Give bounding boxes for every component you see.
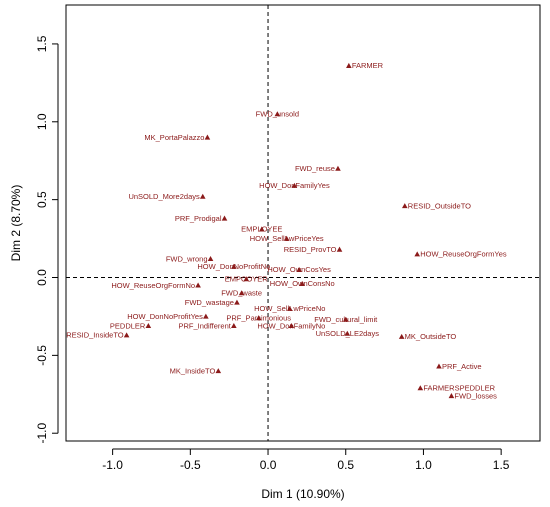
point-marker [259,226,265,232]
point-label: MK_PortaPalazzo [144,133,204,142]
point-marker [299,280,306,286]
point-label: EMPLOYEE [241,225,282,234]
point-marker [296,266,302,272]
point-label: HOW_DonFamilyYes [259,181,330,190]
point-marker [204,134,211,140]
y-tick-label: 1.5 [35,35,49,52]
y-tick-label: 1.0 [35,113,49,130]
point-label: FWD_unsold [256,110,299,119]
point-marker [414,251,421,257]
point-label: RESID_OutsideTO [408,201,471,210]
point-marker [238,290,245,296]
point-marker [145,322,152,329]
point-label: FARMER [352,61,384,70]
point-marker [448,393,455,399]
point-marker [255,315,262,321]
point-label: RESID_InsideTO [66,331,124,340]
plot-frame [65,4,541,442]
point-label: PRF_Active [442,362,482,371]
point-marker [221,215,228,221]
point-marker [123,332,130,338]
x-tick-label: -1.0 [102,458,123,472]
point-marker [195,282,201,288]
y-axis: -1.0 -0.5 0.0 0.5 1.0 1.5 [35,35,59,444]
point-marker [291,182,298,188]
point-marker [436,363,442,369]
point-label: UnSOLD_More2days [128,192,200,201]
reference-lines [66,5,540,441]
point-label: FWD_wrong [166,254,208,263]
point-label: PRF_Indifferent [178,321,231,330]
point-label: HOW_DonNoProfitNo [197,262,270,271]
point-marker [336,246,343,252]
point-marker [344,330,351,336]
point-marker [286,305,293,311]
x-tick-label: -0.5 [180,458,201,472]
point-label: FARMERSPEDDLER [423,384,495,393]
point-label: HOW_ReuseOrgFormNo [111,281,195,290]
point-marker [215,368,222,374]
point-label: HOW_SellLwPriceYes [250,234,324,243]
point-marker [401,203,408,209]
point-label: PRF_Prodigal [175,214,222,223]
point-marker [234,299,240,305]
point-marker [288,322,295,329]
y-tick-label: -1.0 [35,423,49,444]
point-label: HOW_ReuseOrgFormYes [420,250,507,259]
x-tick-label: 1.5 [493,458,510,472]
point-marker [274,111,281,117]
x-axis: -1.0 -0.5 0.0 0.5 1.0 1.5 [102,448,510,472]
point-label: MK_InsideTO [170,366,216,375]
point-marker [346,62,352,68]
point-label: HOW_OwnConsNo [270,279,335,288]
point-label: PEDDLER [110,321,146,330]
point-label: MK_OutsideTO [405,332,457,341]
y-tick-label: -0.5 [35,345,49,366]
point-marker [243,276,250,282]
point-label: FWD_wastage [185,298,234,307]
y-axis-title: Dim 2 (8.70%) [9,185,23,262]
point-label: FWD_losses [454,391,497,400]
point-label: EMPCOYER [225,275,269,284]
point-marker [398,333,405,339]
x-tick-label: 0.0 [260,458,277,472]
point-label: FWD_waste [221,289,262,298]
x-tick-label: 0.5 [337,458,354,472]
x-tick-label: 1.0 [415,458,432,472]
point-label: FWD_cultural_limit [314,315,378,324]
y-tick-label: 0.0 [35,269,49,286]
x-axis-title: Dim 1 (10.90%) [261,487,344,501]
point-marker [199,193,206,199]
y-tick-label: 0.5 [35,191,49,208]
point-marker [231,322,237,329]
point-label: HOW_OwnCosYes [267,265,331,274]
point-label: UnSOLD_LE2days [316,329,380,338]
point-label: HOW_SellLwPriceNo [254,304,325,313]
point-label: HOW_DonFamilyNo [257,321,325,330]
point-label: RESID_ProvTO [284,245,337,254]
point-label: PRF_Parsimonious [226,313,291,322]
point-label: FWD_reuse [295,164,335,173]
point-marker [417,385,424,391]
point-marker [207,256,214,262]
point-marker [335,165,341,171]
point-label: HOW_DonNoProfitYes [127,312,203,321]
points-layer: FARMER FWD_unsold MK_PortaPalazzo FWD_reuse… [66,61,507,400]
point-marker [342,316,349,322]
point-marker [283,235,290,241]
point-marker [203,313,209,319]
point-marker [231,263,237,269]
